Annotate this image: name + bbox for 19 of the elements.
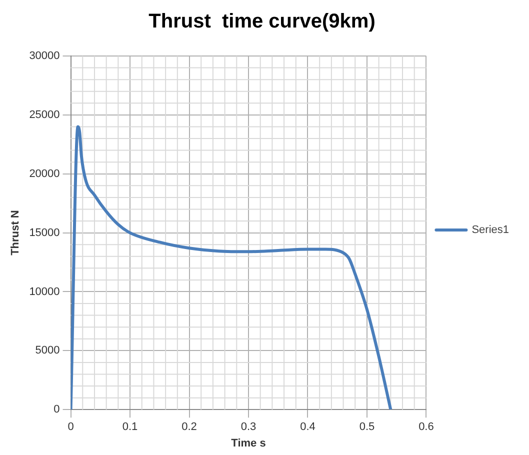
y-tick-label: 5000 — [35, 344, 60, 357]
chart-title: Thrust time curve(9km) — [148, 10, 376, 33]
y-tick-label: 10000 — [29, 286, 60, 298]
y-axis-title: Thrust N — [10, 210, 22, 256]
legend-label: Series1 — [472, 224, 509, 236]
x-tick-label: 0.1 — [122, 421, 138, 434]
x-tick-label: 0 — [68, 421, 74, 434]
x-tick-label: 0.4 — [300, 421, 316, 434]
line-series — [70, 125, 392, 410]
y-tick-label: 25000 — [29, 108, 60, 121]
y-tick-label: 20000 — [29, 168, 60, 180]
y-tick-label: 30000 — [29, 50, 60, 62]
x-tick-label: 0.6 — [418, 421, 434, 434]
x-tick-label: 0.5 — [359, 421, 375, 434]
x-axis-title: Time s — [231, 437, 266, 450]
x-tick-label: 0.2 — [182, 421, 197, 434]
y-tick-label: 0 — [54, 404, 60, 416]
y-tick-label: 15000 — [29, 226, 60, 239]
x-tick-label: 0.3 — [240, 421, 256, 434]
